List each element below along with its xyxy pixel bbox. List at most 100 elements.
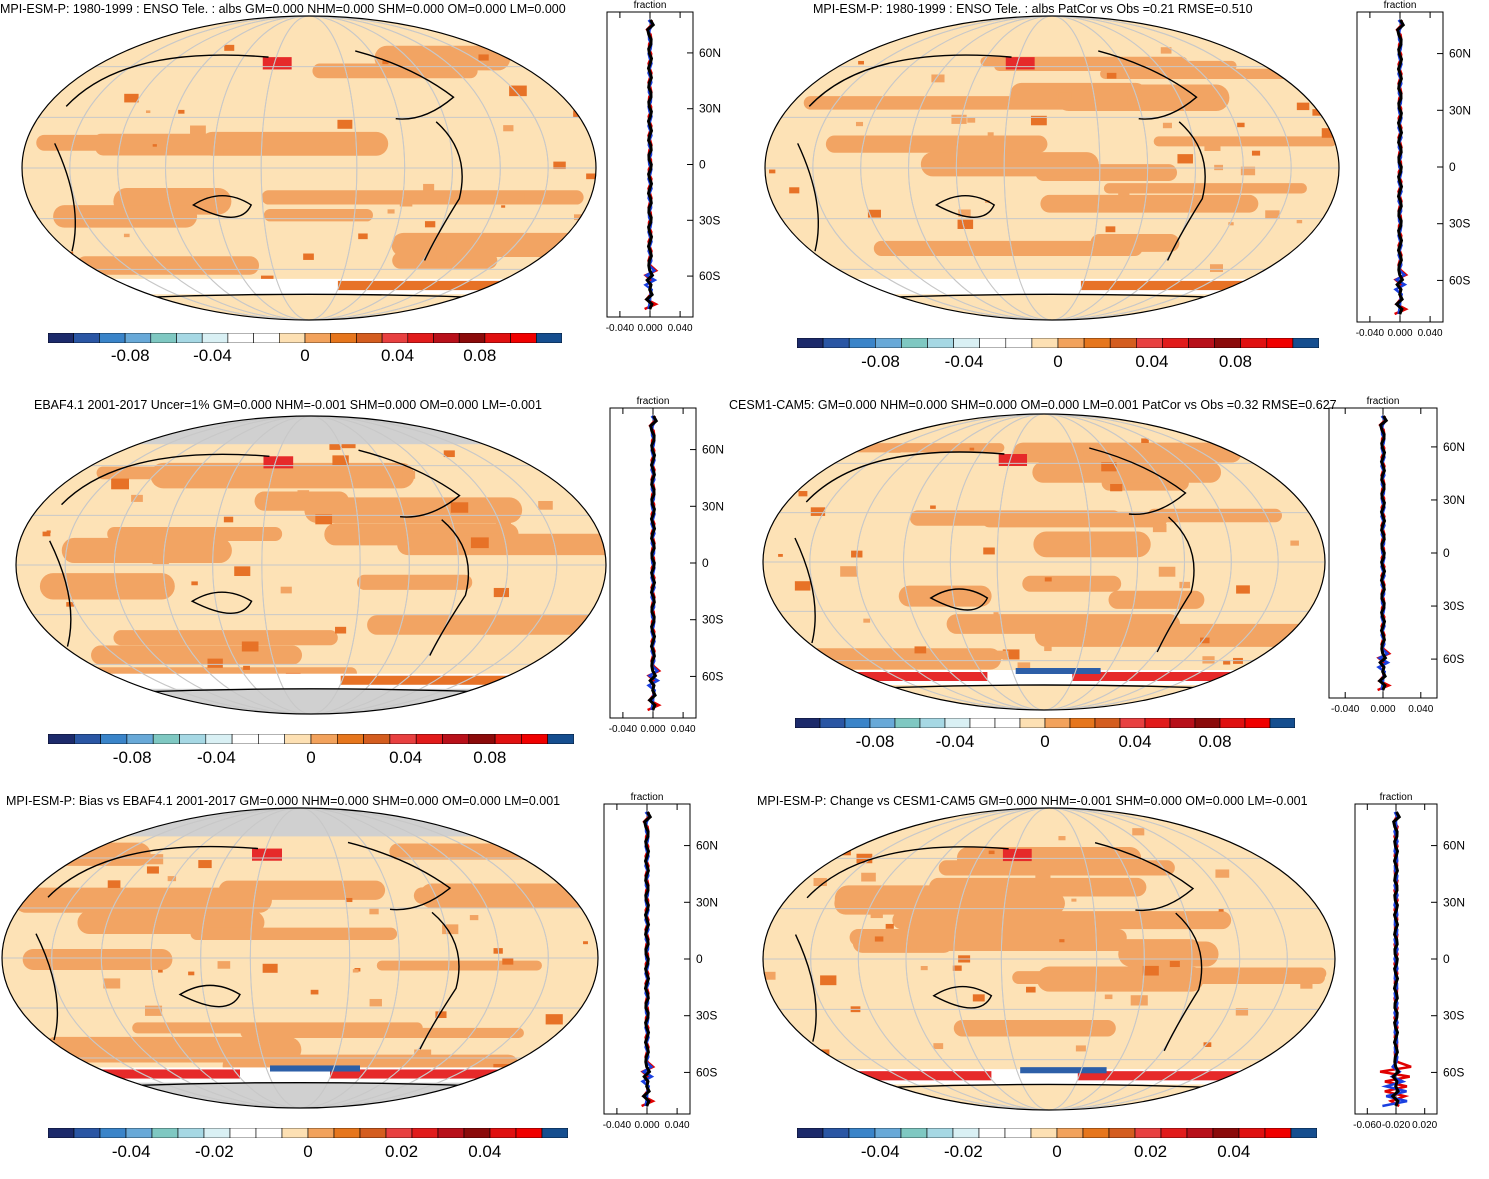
zonal-x-tick-label: -0.040	[609, 724, 638, 735]
colorbar-swatch	[468, 734, 496, 744]
anomaly-patch	[1223, 660, 1231, 665]
zonal-profile-line	[1377, 415, 1389, 691]
colorbar-swatch	[73, 1128, 101, 1138]
southern-ocean-band	[789, 1071, 992, 1081]
anomaly-patch	[972, 994, 985, 1002]
anomaly-patch	[994, 650, 1009, 660]
colorbar-swatch	[73, 333, 100, 343]
colorbar-swatch	[1069, 718, 1096, 728]
colorbar-swatch	[255, 1128, 283, 1138]
anomaly-patch	[1075, 1045, 1086, 1052]
zonal-y-tick-label: 30S	[1443, 599, 1464, 613]
colorbar-tick-label: -0.04	[935, 732, 975, 751]
anomaly-patch	[1200, 637, 1210, 644]
map-border	[762, 807, 1336, 1111]
anomaly-band	[1034, 623, 1325, 647]
zonal-y-tick-label: 60S	[699, 269, 720, 283]
anomaly-patch	[332, 455, 349, 466]
zonal-title: fraction	[634, 0, 667, 11]
anomaly-patch	[1044, 577, 1052, 582]
map-plot	[15, 415, 607, 715]
anomaly-patch	[167, 876, 177, 882]
anomaly-patch	[1083, 448, 1097, 457]
zonal-y-tick-label: 60N	[702, 443, 724, 457]
anomaly-patch	[1030, 115, 1047, 126]
southern-ocean-band	[337, 280, 512, 291]
colorbar-swatch	[1109, 338, 1137, 348]
anomaly-band	[389, 843, 598, 860]
anomaly-patch	[1209, 264, 1223, 273]
anomaly-patch	[969, 447, 975, 451]
zonal-x-tick-label: -0.040	[1356, 328, 1385, 339]
colorbar-swatch	[1214, 338, 1242, 348]
anomaly-patch	[1105, 226, 1116, 233]
colorbar-tick-label: 0.04	[468, 1142, 502, 1161]
anomaly-patch	[1296, 219, 1303, 224]
colorbar-swatch	[874, 1128, 902, 1138]
anomaly-patch	[457, 535, 475, 546]
colorbar-swatch	[229, 1128, 257, 1138]
colorbar-swatch	[1044, 718, 1071, 728]
colorbar-swatch	[407, 333, 434, 343]
colorbar	[797, 1128, 1317, 1138]
colorbar-tick-label: 0.08	[1198, 732, 1232, 751]
colorbar-tick-label: 0	[306, 748, 316, 767]
colorbar-swatch	[894, 718, 921, 728]
panel-3: EBAF4.1 2001-2017 Uncer=1% GM=0.000 NHM=…	[0, 396, 744, 783]
colorbar-swatch	[73, 734, 101, 744]
anomaly-patch	[1290, 540, 1299, 546]
zonal-y-tick-label: 60N	[699, 46, 721, 60]
anomaly-patch	[33, 685, 46, 693]
zonal-x-tick-label: -0.020	[1382, 1120, 1411, 1131]
hotspot	[1002, 848, 1032, 862]
map-plot	[21, 15, 597, 321]
anomaly-patch	[46, 530, 51, 533]
anomaly-patch	[894, 821, 900, 825]
anomaly-patch	[993, 612, 999, 616]
colorbar-swatch	[281, 1128, 309, 1138]
anomaly-patch	[435, 1011, 447, 1019]
colorbar-swatch	[1188, 338, 1215, 348]
colorbar-swatch	[515, 1128, 543, 1138]
panel-title: MPI-ESM-P: 1980-1999 : ENSO Tele. : albs…	[813, 2, 1253, 16]
zonal-y-tick-label: 0	[1443, 546, 1450, 560]
zonal-y-tick-label: 60N	[696, 839, 718, 853]
zonal-y-tick-label: 60S	[702, 669, 723, 683]
anomaly-band	[261, 190, 584, 205]
anomaly-band	[177, 134, 320, 148]
colorbar-swatch	[1057, 338, 1085, 348]
anomaly-patch	[144, 1005, 163, 1016]
colorbar-tick-label: -0.04	[944, 352, 984, 371]
hotspot	[263, 456, 294, 469]
missing-data-region	[2, 1079, 598, 1108]
colorbar-swatch	[1144, 718, 1171, 728]
zonal-y-tick-label: 30S	[702, 613, 723, 627]
map-plot	[1, 807, 599, 1109]
zonal-mean-plot: -0.060 -0.020 0.020 fraction 60N 30N 0 30S 60S	[1353, 792, 1465, 1131]
anomaly-patch	[874, 936, 884, 942]
colorbar-swatch	[1019, 718, 1046, 728]
anomaly-patch	[581, 1032, 590, 1038]
colorbar-swatch	[48, 734, 75, 744]
zonal-y-tick-label: 0	[699, 158, 706, 172]
zonal-profile-line	[1394, 19, 1406, 315]
southern-ocean-band	[1080, 280, 1255, 291]
colorbar-swatch	[1266, 338, 1294, 348]
zonal-y-tick-label: 30N	[699, 102, 721, 116]
zonal-y-tick-label: 60N	[1449, 47, 1471, 61]
colorbar	[48, 734, 574, 744]
anomaly-patch	[1035, 870, 1051, 880]
zonal-title: fraction	[631, 792, 664, 803]
anomaly-patch	[223, 516, 234, 523]
anomaly-patch	[885, 923, 894, 929]
anomaly-patch	[952, 965, 962, 971]
colorbar-labels: -0.04 -0.02 0 0.02 0.04	[48, 1142, 568, 1164]
anomaly-patch	[146, 866, 159, 874]
anomaly-band	[53, 205, 198, 228]
anomaly-patch	[450, 502, 469, 513]
anomaly-patch	[511, 43, 521, 50]
colorbar-swatch	[541, 1128, 568, 1138]
map-border	[764, 15, 1340, 321]
